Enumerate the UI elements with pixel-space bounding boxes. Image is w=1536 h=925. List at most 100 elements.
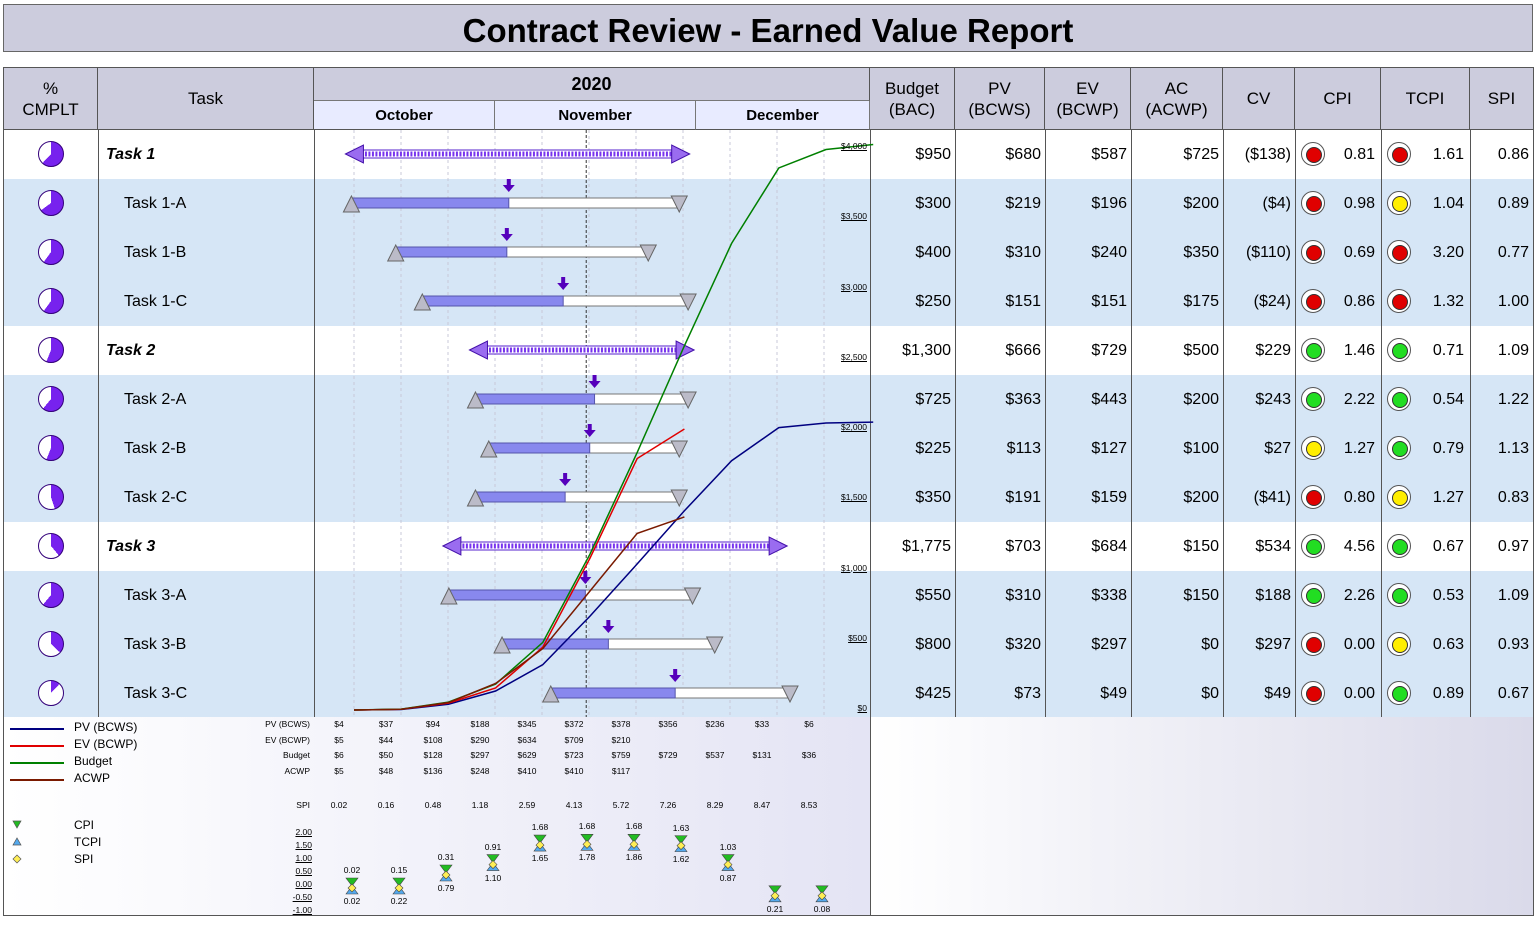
data-table-cell: $5 <box>334 734 344 745</box>
tcpi-status-light <box>1392 245 1408 261</box>
ev-value: $196 <box>1091 195 1127 212</box>
cpi-status-indicator-icon <box>1301 436 1325 460</box>
index-value-label: 1.68 <box>578 821 596 832</box>
legend-swatch <box>10 745 64 747</box>
header-spi[interactable]: SPI <box>1470 68 1533 130</box>
task-name[interactable]: Task 3-A <box>124 587 187 604</box>
index-value-label: 1.68 <box>531 822 549 833</box>
index-axis-label: 0.50 <box>295 866 312 876</box>
task-row[interactable]: Task 3-A $550 $310 $338 $150 $188 2.26 0.53 1.09 <box>4 571 1533 620</box>
task-row[interactable]: Task 1 $950 $680 $587 $725 ($138) 0.81 1.61 0.86 <box>4 130 1533 179</box>
header-ac[interactable]: AC (ACWP) <box>1131 68 1223 130</box>
ev-value: $297 <box>1091 636 1127 653</box>
header-bac[interactable]: Budget (BAC) <box>870 68 955 130</box>
percent-complete-pie-icon <box>38 533 64 559</box>
task-name[interactable]: Task 2-C <box>124 489 188 506</box>
ev-value: $684 <box>1091 538 1127 555</box>
progress-arrow-stem <box>606 620 611 627</box>
index-value-label: 1.78 <box>578 852 596 863</box>
header-pct-complete[interactable]: % CMPLT <box>4 68 98 130</box>
spi-value: 0.67 <box>1497 685 1529 702</box>
header-cpi[interactable]: CPI <box>1295 68 1381 130</box>
cpi-legend-icon <box>12 820 22 829</box>
header-year: 2020 <box>314 68 870 101</box>
task-row[interactable]: Task 1-B $400 $310 $240 $350 ($110) 0.69 3.20 0.… <box>4 228 1533 277</box>
ac-value: $0 <box>1201 636 1219 653</box>
task-name[interactable]: Task 3-C <box>124 685 188 702</box>
cpi-status-light <box>1306 539 1322 555</box>
task-row[interactable]: Task 2-C $350 $191 $159 $200 ($41) 0.80 1.27 0.8… <box>4 473 1533 522</box>
pv-value: $73 <box>1014 685 1041 702</box>
tcpi-status-indicator-icon <box>1387 240 1411 264</box>
tcpi-value: 0.89 <box>1432 685 1464 702</box>
bac-value: $1,775 <box>902 538 951 555</box>
spi-cell: 4.13 <box>565 800 583 810</box>
header-pv[interactable]: PV (BCWS) <box>955 68 1045 130</box>
pv-value: $320 <box>1005 636 1041 653</box>
header-tcpi[interactable]: TCPI <box>1381 68 1470 130</box>
tcpi-status-indicator-icon <box>1387 387 1411 411</box>
task-name[interactable]: Task 1 <box>106 146 156 163</box>
tcpi-status-light <box>1392 588 1408 604</box>
column-divider <box>870 130 871 717</box>
tcpi-value: 0.71 <box>1432 342 1464 359</box>
spi-legend-icon <box>12 854 22 864</box>
task-row[interactable]: Task 2-A $725 $363 $443 $200 $243 2.22 0.54 1.22 <box>4 375 1533 424</box>
legend-swatch <box>10 762 64 764</box>
pv-value: $219 <box>1005 195 1041 212</box>
cpi-status-light <box>1306 196 1322 212</box>
curve-axis-label: $3,500 <box>841 211 867 222</box>
task-name[interactable]: Task 1-A <box>124 195 187 212</box>
header-task[interactable]: Task <box>98 68 314 130</box>
cpi-status-light <box>1306 686 1322 702</box>
pv-value: $363 <box>1005 391 1041 408</box>
index-value-label: 1.03 <box>719 841 737 852</box>
cpi-status-indicator-icon <box>1301 240 1325 264</box>
tcpi-value: 0.53 <box>1432 587 1464 604</box>
tcpi-status-indicator-icon <box>1387 583 1411 607</box>
cv-value: ($41) <box>1253 489 1291 506</box>
percent-complete-pie-icon <box>38 484 64 510</box>
task-start-marker-icon <box>466 390 485 409</box>
task-name[interactable]: Task 3 <box>106 538 156 555</box>
task-row[interactable]: Task 2 $1,300 $666 $729 $500 $229 1.46 0.71 1.09 <box>4 326 1533 375</box>
bac-value: $225 <box>915 440 951 457</box>
task-name[interactable]: Task 1-B <box>124 244 187 261</box>
header-ac-label: AC (ACWP) <box>1145 78 1208 119</box>
spi-cell: 8.29 <box>706 800 724 810</box>
cpi-value: 4.56 <box>1343 538 1375 555</box>
index-value-label: 0.15 <box>390 865 408 875</box>
bac-value: $1,300 <box>902 342 951 359</box>
task-name[interactable]: Task 2-B <box>124 440 187 457</box>
header-cv[interactable]: CV <box>1223 68 1295 130</box>
header-ev[interactable]: EV (BCWP) <box>1045 68 1131 130</box>
task-name[interactable]: Task 2 <box>106 342 156 359</box>
percent-complete-pie-icon <box>38 239 64 265</box>
data-table-cell: $6 <box>334 750 344 760</box>
spi-marker-icon <box>676 841 686 851</box>
task-row[interactable]: Task 3 $1,775 $703 $684 $150 $534 4.56 0.67 0.97 <box>4 522 1533 571</box>
cpi-value: 2.22 <box>1343 391 1375 408</box>
tcpi-value: 1.27 <box>1432 489 1464 506</box>
task-row[interactable]: Task 3-B $800 $320 $297 $0 $297 0.00 0.63 0.93 <box>4 620 1533 669</box>
task-row[interactable]: Task 1-C $250 $151 $151 $175 ($24) 0.86 1.32 1.0… <box>4 277 1533 326</box>
task-name[interactable]: Task 1-C <box>124 293 188 310</box>
task-name[interactable]: Task 3-B <box>124 636 187 653</box>
spi-value: 1.00 <box>1497 293 1529 310</box>
progress-arrow-stem <box>592 375 597 382</box>
summary-panel <box>870 717 1533 915</box>
spi-value: 0.93 <box>1497 636 1529 653</box>
header-spi-label: SPI <box>1487 89 1516 108</box>
index-value-label: 0.02 <box>343 896 361 906</box>
cpi-status-light <box>1306 245 1322 261</box>
task-row[interactable]: Task 1-A $300 $219 $196 $200 ($4) 0.98 1.04 0.89 <box>4 179 1533 228</box>
progress-arrow-icon <box>583 430 596 437</box>
cpi-status-indicator-icon <box>1301 632 1325 656</box>
summary-start-arrow-icon <box>344 144 364 164</box>
legend-label: Budget <box>74 754 113 768</box>
cpi-value: 2.26 <box>1343 587 1375 604</box>
task-row[interactable]: Task 2-B $225 $113 $127 $100 $27 1.27 0.79 1.13 <box>4 424 1533 473</box>
spi-marker-icon <box>394 883 404 893</box>
task-end-marker-icon <box>683 587 702 606</box>
task-name[interactable]: Task 2-A <box>124 391 187 408</box>
